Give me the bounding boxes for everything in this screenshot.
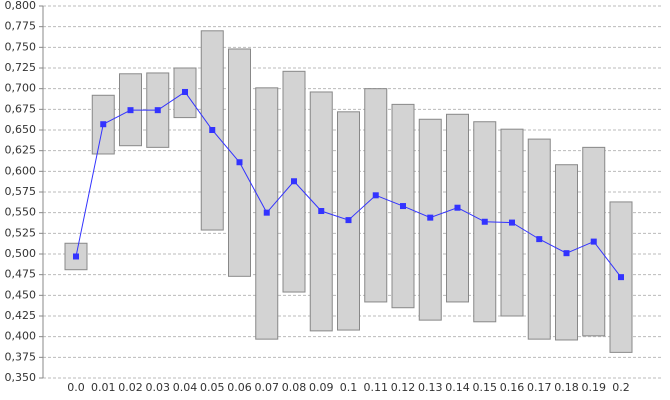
marker — [318, 208, 325, 215]
x-tick-label: 0.03 — [146, 381, 171, 394]
y-tick-label: 0,675 — [5, 102, 37, 115]
y-tick-label: 0,600 — [5, 164, 37, 177]
x-tick-label: 0.06 — [227, 381, 252, 394]
y-tick-label: 0,350 — [5, 371, 37, 384]
marker — [127, 107, 134, 114]
marker — [590, 238, 597, 245]
marker — [372, 192, 379, 199]
x-tick-label: 0.05 — [200, 381, 225, 394]
marker — [73, 253, 79, 260]
marker — [400, 203, 406, 210]
x-tick-label: 0.0 — [67, 381, 85, 394]
y-tick-label: 0,775 — [5, 20, 37, 33]
x-tick-label: 0.12 — [391, 381, 416, 394]
marker — [481, 218, 488, 225]
x-tick-label: 0.09 — [309, 381, 334, 394]
x-tick-label: 0.08 — [282, 381, 307, 394]
marker — [291, 178, 297, 185]
x-tick-label: 0.14 — [445, 381, 470, 394]
x-tick-label: 0.17 — [527, 381, 552, 394]
x-tick-label: 0.02 — [118, 381, 143, 394]
y-tick-label: 0,400 — [5, 330, 37, 343]
x-tick-label: 0.18 — [554, 381, 579, 394]
y-tick-label: 0,450 — [5, 288, 37, 301]
y-tick-label: 0,550 — [5, 206, 37, 219]
y-tick-label: 0,375 — [5, 350, 37, 363]
marker — [182, 88, 188, 95]
y-tick-label: 0,650 — [5, 123, 37, 136]
y-tick-label: 0,475 — [5, 268, 37, 281]
marker — [236, 159, 243, 166]
marker — [209, 127, 216, 133]
x-tick-label: 0.15 — [473, 381, 498, 394]
x-tick-label: 0.16 — [500, 381, 525, 394]
y-tick-label: 0,700 — [5, 82, 37, 95]
y-tick-label: 0,425 — [5, 309, 37, 322]
marker — [345, 217, 352, 224]
x-tick-label: 0.2 — [612, 381, 630, 394]
marker — [509, 219, 515, 226]
x-tick-label: 0.07 — [255, 381, 280, 394]
y-tick-label: 0,800 — [5, 0, 37, 12]
y-tick-label: 0,625 — [5, 144, 37, 157]
x-tick-label: 0.01 — [91, 381, 116, 394]
marker — [154, 107, 161, 114]
y-tick-label: 0,750 — [5, 40, 37, 53]
x-tick-label: 0.04 — [173, 381, 198, 394]
y-tick-label: 0,725 — [5, 61, 37, 74]
marker — [100, 121, 107, 128]
x-tick-label: 0.11 — [364, 381, 389, 394]
marker — [263, 209, 270, 216]
y-tick-label: 0,575 — [5, 185, 37, 198]
y-tick-label: 0,525 — [5, 226, 37, 239]
marker — [536, 236, 543, 243]
marker — [563, 250, 570, 257]
x-tick-label: 0.1 — [340, 381, 358, 394]
marker — [427, 214, 434, 221]
marker — [618, 274, 624, 281]
marker — [454, 204, 461, 211]
x-tick-label: 0.19 — [582, 381, 607, 394]
x-tick-label: 0.13 — [418, 381, 443, 394]
y-tick-label: 0,500 — [5, 247, 37, 260]
